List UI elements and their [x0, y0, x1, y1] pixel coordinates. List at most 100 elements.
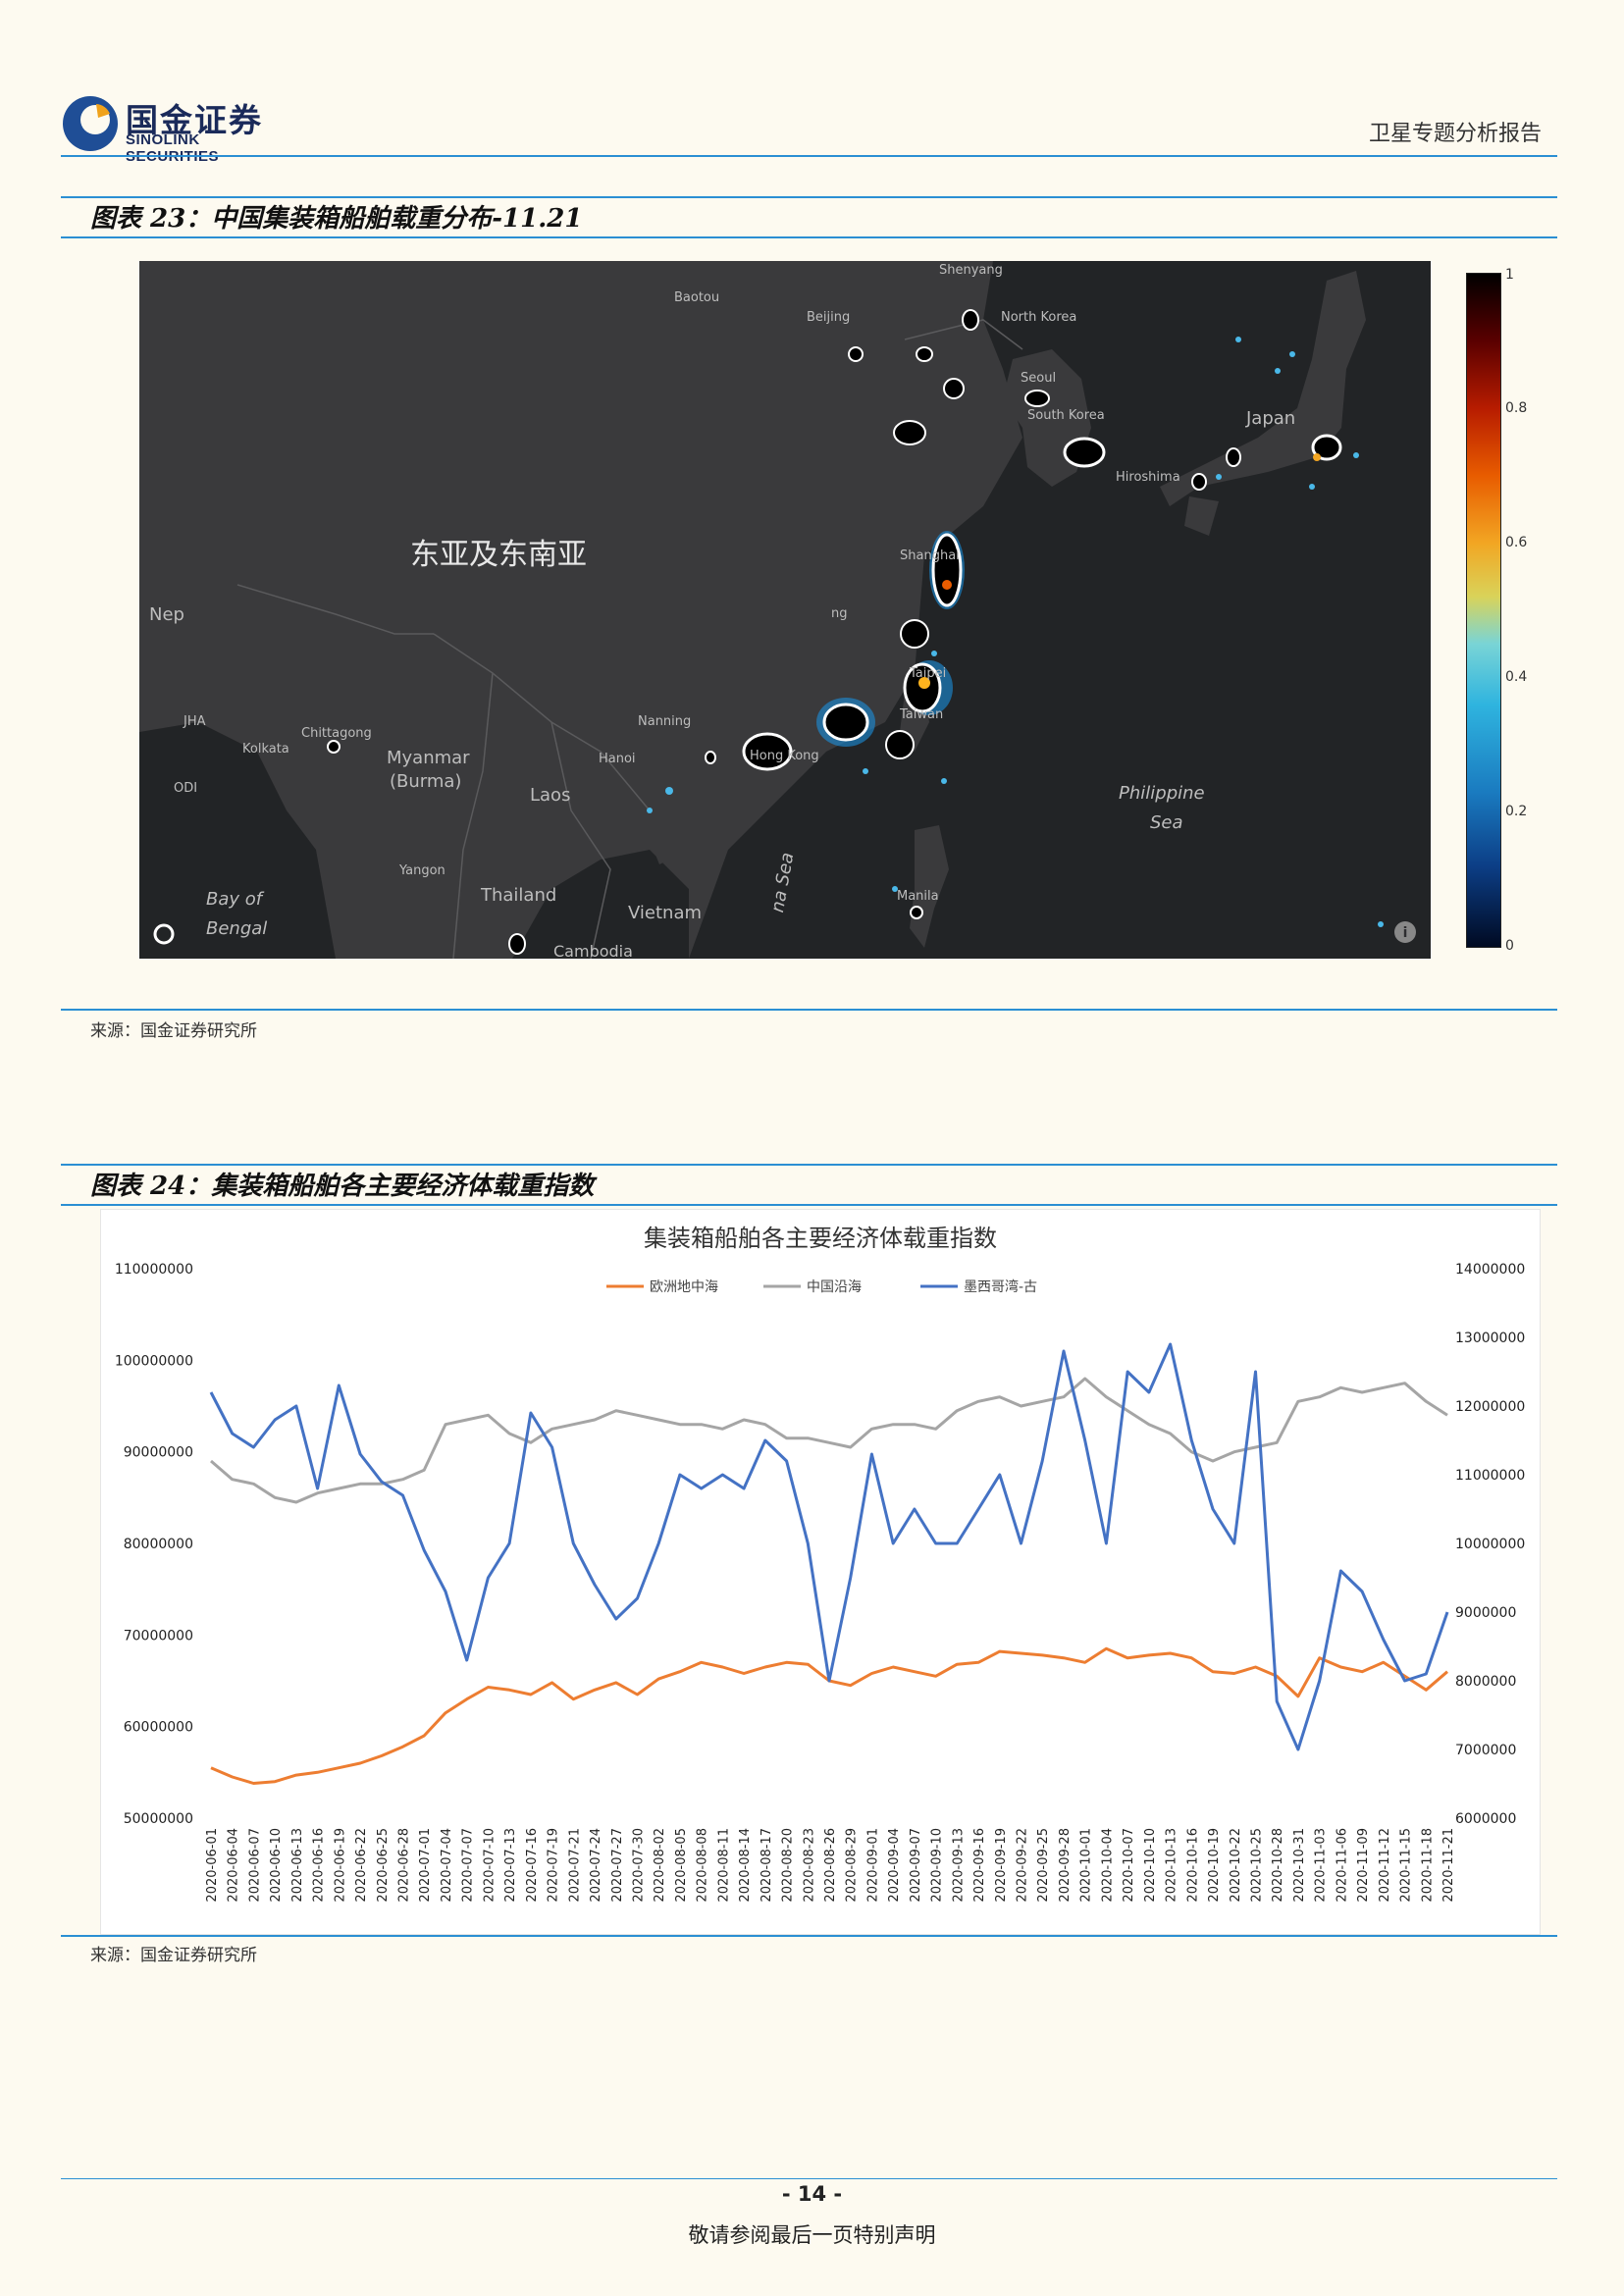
x-axis-tick-label: 2020-06-13 — [290, 1828, 305, 1903]
map-label-jha: JHA — [183, 714, 206, 729]
x-axis-tick-label: 2020-10-01 — [1079, 1828, 1094, 1903]
map-label-ng: ng — [831, 606, 848, 621]
legend-label: 墨西哥湾-古 — [964, 1278, 1037, 1295]
x-axis-tick-label: 2020-10-22 — [1229, 1828, 1243, 1903]
x-axis-tick-label: 2020-11-15 — [1399, 1828, 1414, 1903]
header-divider — [61, 155, 1557, 157]
map-label-thailand: Thailand — [481, 885, 557, 906]
svg-text:i: i — [1403, 925, 1408, 941]
map-label-shanghai: Shanghai — [900, 548, 960, 563]
right-axis-tick-label: 10000000 — [1455, 1537, 1525, 1552]
map-label-vietnam: Vietnam — [628, 903, 703, 923]
colorbar-tick: 1 — [1505, 267, 1514, 283]
map-label-burma: (Burma) — [390, 771, 462, 792]
legend-label: 中国沿海 — [807, 1279, 862, 1295]
x-axis-tick-label: 2020-10-13 — [1165, 1828, 1179, 1903]
map-label-hanoi: Hanoi — [599, 752, 636, 766]
right-axis-tick-label: 7000000 — [1455, 1743, 1516, 1758]
map-label-taiwan: Taiwan — [900, 707, 944, 722]
x-axis-tick-label: 2020-11-06 — [1335, 1828, 1349, 1903]
right-axis-tick-label: 14000000 — [1455, 1262, 1525, 1278]
x-axis-tick-label: 2020-10-25 — [1249, 1828, 1264, 1903]
x-axis-tick-label: 2020-07-30 — [631, 1828, 646, 1903]
map-label-philippine: Philippine — [1119, 783, 1205, 804]
series-line — [210, 1377, 1448, 1504]
colorbar-tick: 0.2 — [1505, 804, 1528, 819]
x-axis-tick-label: 2020-07-16 — [525, 1828, 540, 1903]
footer-divider — [61, 2178, 1557, 2179]
x-axis-tick-label: 2020-06-01 — [205, 1828, 220, 1903]
line-chart-frame: 集装箱船舶各主要经济体载重指数 欧洲地中海 中国沿海 墨西哥湾-古 110000000 1… — [100, 1209, 1541, 1935]
figure23-title-rule — [61, 236, 1557, 238]
map-geography: i — [139, 261, 1431, 959]
map-label-baotou: Baotou — [674, 290, 720, 305]
x-axis-tick-label: 2020-09-01 — [865, 1828, 880, 1903]
left-axis-tick-label: 80000000 — [124, 1537, 193, 1552]
logo-mark-icon — [63, 96, 118, 151]
x-axis-tick-label: 2020-11-18 — [1420, 1828, 1435, 1903]
x-axis-tick-label: 2020-07-01 — [418, 1828, 433, 1903]
map-label-taipei: Taipei — [910, 666, 947, 681]
x-axis-tick-label: 2020-08-29 — [845, 1828, 860, 1903]
x-axis-tick-label: 2020-06-10 — [269, 1828, 284, 1903]
x-axis-tick-label: 2020-08-23 — [802, 1828, 816, 1903]
x-axis-tick-label: 2020-08-02 — [653, 1828, 667, 1903]
x-axis-tick-label: 2020-11-21 — [1441, 1828, 1456, 1903]
right-axis-tick-label: 12000000 — [1455, 1399, 1525, 1415]
heat-spots — [327, 309, 1384, 955]
page-number: - 14 - — [781, 2182, 843, 2206]
x-axis-tick-label: 2020-07-24 — [589, 1828, 603, 1903]
x-axis-tick-label: 2020-10-28 — [1271, 1828, 1285, 1903]
map-label-beijing: Beijing — [807, 310, 851, 325]
map-label-bengal: Bengal — [206, 918, 268, 939]
figure24-top-rule — [61, 1164, 1557, 1166]
x-axis-tick-label: 2020-09-25 — [1036, 1828, 1051, 1903]
x-axis-tick-label: 2020-06-19 — [333, 1828, 347, 1903]
map-label-laos: Laos — [530, 785, 571, 806]
x-axis-tick-label: 2020-06-04 — [227, 1828, 241, 1903]
x-axis-tick-label: 2020-10-10 — [1143, 1828, 1158, 1903]
x-axis-tick-label: 2020-07-10 — [482, 1828, 497, 1903]
x-axis-tick-label: 2020-09-07 — [909, 1828, 923, 1903]
disclaimer: 敬请参阅最后一页特别声明 — [688, 2223, 936, 2247]
x-axis-tick-label: 2020-09-16 — [972, 1828, 987, 1903]
right-axis-tick-label: 13000000 — [1455, 1331, 1525, 1346]
map-label-north-korea: North Korea — [1001, 310, 1077, 325]
figure23-top-rule — [61, 196, 1557, 198]
region-label: 东亚及东南亚 — [410, 538, 587, 572]
x-axis-tick-label: 2020-08-08 — [696, 1828, 710, 1903]
x-axis-tick-label: 2020-09-22 — [1016, 1828, 1030, 1903]
x-axis-tick-label: 2020-09-28 — [1058, 1828, 1073, 1903]
company-logo: 国金证券 SINOLINK SECURITIES — [61, 94, 296, 165]
map-label-shenyang: Shenyang — [939, 263, 1003, 278]
x-axis-tick-label: 2020-09-13 — [951, 1828, 966, 1903]
map-label-nep: Nep — [149, 604, 184, 625]
x-axis-tick-label: 2020-09-04 — [887, 1828, 902, 1903]
figure23-bottom-rule — [61, 1009, 1557, 1011]
map-label-chittagong: Chittagong — [301, 726, 372, 741]
x-axis-tick-label: 2020-07-19 — [547, 1828, 561, 1903]
map-label-hong-kong: Hong Kong — [750, 749, 819, 763]
x-axis-tick-label: 2020-08-17 — [760, 1828, 774, 1903]
legend-label: 欧洲地中海 — [650, 1279, 718, 1295]
series-line — [210, 1646, 1448, 1785]
x-axis-tick-label: 2020-07-04 — [440, 1828, 454, 1903]
map-brand-icon — [153, 923, 175, 945]
x-axis-tick-label: 2020-10-19 — [1207, 1828, 1222, 1903]
info-icon[interactable] — [1394, 921, 1416, 943]
left-axis-tick-label: 50000000 — [124, 1811, 193, 1827]
x-axis-tick-label: 2020-11-09 — [1356, 1828, 1371, 1903]
x-axis-tick-label: 2020-10-31 — [1292, 1828, 1307, 1903]
figure24-source: 来源：国金证券研究所 — [90, 1946, 257, 1965]
map-label-cambodia: Cambodia — [553, 942, 633, 959]
map-label-yangon: Yangon — [399, 863, 445, 878]
x-axis-tick-label: 2020-06-25 — [376, 1828, 391, 1903]
map-label-myanmar: Myanmar — [387, 748, 470, 768]
colorbar-tick: 0 — [1505, 938, 1514, 954]
colorbar-tick: 0.8 — [1505, 400, 1528, 416]
map-label-kolkata: Kolkata — [242, 742, 289, 757]
left-axis-tick-label: 90000000 — [124, 1445, 193, 1461]
map-label-seoul: Seoul — [1021, 371, 1057, 386]
map-label-odi: ODI — [174, 781, 198, 796]
